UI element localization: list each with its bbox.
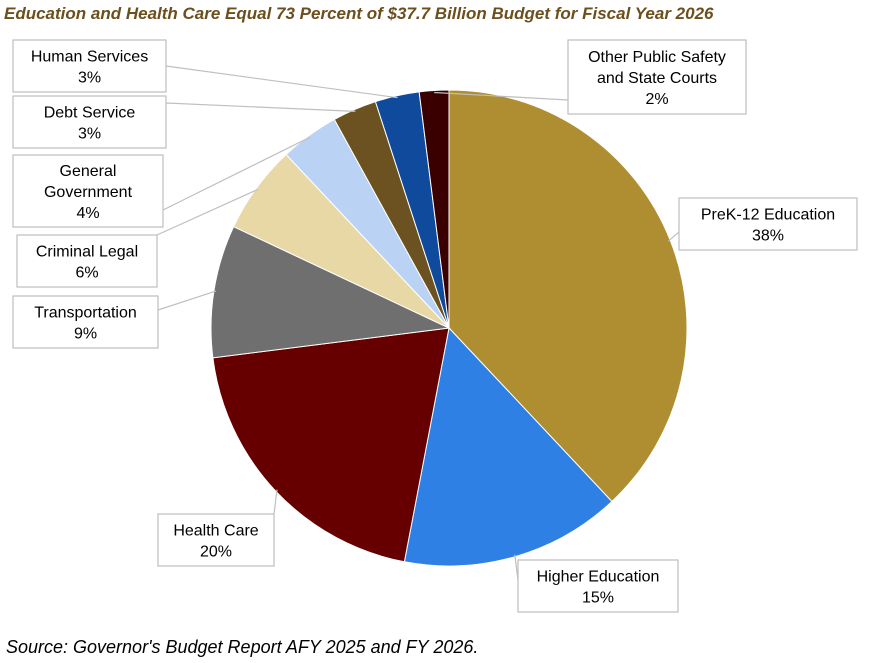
data-label-public-safety: 2% (645, 91, 668, 108)
pie-slice-prek12 (448, 89, 688, 503)
data-label-transportation: Transportation (34, 305, 137, 322)
label-box-transportation (12, 295, 159, 349)
data-label-health-care: Health Care (173, 523, 258, 540)
label-box-debt-service (12, 95, 167, 149)
leader-line-general-government (162, 136, 311, 211)
label-box-health-care (157, 513, 275, 567)
data-label-transportation: 9% (74, 326, 97, 343)
data-label-human-services: Human Services (31, 49, 148, 66)
data-label-prek12: 38% (752, 228, 784, 245)
leader-line-debt-service (165, 102, 356, 112)
data-label-criminal-legal: Criminal Legal (36, 244, 138, 261)
leader-line-health-care (273, 489, 278, 515)
label-box-criminal-legal (16, 234, 158, 288)
label-box-public-safety (567, 39, 747, 115)
data-label-higher-ed: Higher Education (537, 569, 660, 586)
pie-slice-health-care (212, 327, 450, 563)
leader-line-prek12 (668, 231, 680, 242)
data-label-prek12: PreK-12 Education (701, 207, 835, 224)
label-box-general-government (12, 154, 164, 228)
chart-title: Education and Health Care Equal 73 Perce… (4, 4, 714, 23)
data-label-debt-service: Debt Service (44, 105, 136, 122)
data-label-criminal-legal: 6% (75, 265, 98, 282)
pie-slice-public-safety (418, 89, 450, 329)
leader-line-public-safety (434, 91, 569, 101)
data-label-general-government: Government (44, 184, 133, 201)
label-box-prek12 (678, 197, 858, 251)
data-label-higher-ed: 15% (582, 590, 614, 607)
data-label-general-government: 4% (76, 205, 99, 222)
label-box-higher-ed (517, 559, 679, 613)
data-label-debt-service: 3% (78, 126, 101, 143)
data-label-human-services: 3% (78, 70, 101, 87)
label-box-human-services (12, 39, 167, 93)
leader-line-transportation (157, 290, 217, 311)
leader-line-criminal-legal (156, 188, 259, 236)
data-label-health-care: 20% (200, 544, 232, 561)
source-note: Source: Governor's Budget Report AFY 202… (6, 637, 479, 657)
data-label-public-safety: and State Courts (597, 70, 717, 87)
leader-line-human-services (165, 65, 398, 99)
data-label-public-safety: Other Public Safety (588, 49, 726, 66)
pie-slice-transportation (210, 225, 451, 359)
data-label-general-government: General (60, 163, 117, 180)
